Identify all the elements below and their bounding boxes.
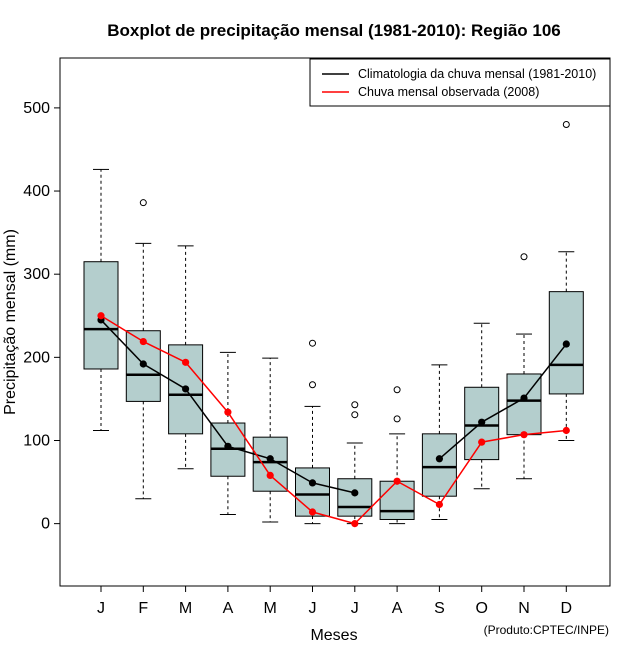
legend-label-observed: Chuva mensal observada (2008) (358, 85, 539, 99)
x-tick-label: O (475, 600, 487, 617)
y-tick-label: 200 (23, 349, 50, 366)
series-segment (312, 511, 355, 525)
series-observed (97, 312, 570, 528)
series-segment (481, 397, 525, 423)
series-segment (354, 480, 398, 525)
series-segment (269, 458, 313, 484)
series-segment (438, 421, 483, 460)
legend-box (309, 58, 611, 107)
series-point (478, 438, 486, 446)
box-iqr (337, 478, 373, 517)
box-5 (252, 357, 288, 523)
series-point (351, 520, 359, 528)
series-point (139, 360, 147, 368)
box-7 (337, 401, 373, 525)
series-segment (185, 361, 229, 413)
outlier-point (309, 339, 316, 347)
box-10 (464, 322, 500, 490)
series-segment (312, 482, 355, 494)
box-4 (210, 351, 246, 515)
series-point (224, 408, 232, 416)
series-segment (100, 315, 144, 343)
series-point (393, 477, 401, 485)
outlier-point (139, 199, 147, 207)
box-6 (295, 339, 330, 525)
series-segment (269, 474, 313, 513)
series-point (308, 508, 317, 516)
x-tick-label: A (223, 600, 234, 617)
box-8 (379, 386, 415, 525)
outlier-point (393, 386, 401, 394)
outlier-point (393, 415, 401, 423)
box-11 (506, 253, 542, 480)
x-tick-label: A (392, 600, 403, 617)
series-segment (142, 363, 186, 390)
series-point (478, 418, 486, 426)
series-point (351, 489, 359, 497)
x-tick-label: J (351, 600, 359, 617)
plot-area (83, 121, 584, 528)
series-point (435, 500, 443, 509)
series-point (266, 471, 274, 480)
product-credit: (Produto:CPTEC/INPE) (484, 623, 609, 637)
series-segment (481, 433, 525, 443)
series-segment (142, 340, 186, 364)
series-segment (184, 388, 229, 447)
x-tick-label: F (138, 600, 148, 617)
series-point (562, 426, 570, 435)
series-segment (523, 343, 567, 399)
y-axis: 0 100 200 300 400 500 (23, 100, 60, 533)
outlier-point (562, 121, 570, 129)
x-tick-label: N (518, 600, 530, 617)
series-point (435, 455, 443, 463)
series-segment (396, 480, 440, 506)
x-axis-label: Meses (310, 627, 357, 644)
series-segment (523, 429, 567, 436)
y-tick-label: 0 (41, 516, 50, 533)
series-point (520, 394, 528, 402)
series-climatology (97, 316, 570, 497)
box-1 (83, 168, 119, 432)
series-point (224, 442, 232, 450)
x-tick-label: J (97, 600, 105, 617)
y-tick-label: 300 (23, 266, 50, 283)
y-tick-label: 100 (23, 432, 50, 449)
legend-label-climatology: Climatologia da chuva mensal (1981-2010) (358, 67, 596, 81)
outlier-point (351, 401, 359, 409)
x-tick-label: D (561, 600, 573, 617)
x-tick-label: J (309, 600, 317, 617)
x-tick-label: M (264, 600, 277, 617)
series-segment (227, 411, 271, 476)
plot-frame (59, 57, 611, 587)
x-tick-label: M (179, 600, 192, 617)
outlier-point (351, 411, 359, 419)
x-tick-label: S (434, 600, 445, 617)
y-tick-label: 500 (23, 100, 50, 117)
series-point (266, 455, 274, 463)
legend: Climatologia da chuva mensal (1981-2010)… (309, 58, 611, 107)
y-axis-label: Precipitação mensal (mm) (2, 229, 19, 415)
series-point (139, 337, 147, 346)
box-iqr (252, 436, 288, 492)
chart-title: Boxplot de precipitação mensal (1981-201… (107, 21, 561, 40)
y-tick-label: 400 (23, 183, 50, 200)
box-12 (548, 121, 584, 441)
series-point (182, 358, 190, 366)
box-9 (421, 364, 457, 520)
outlier-point (520, 253, 528, 261)
series-point (562, 340, 570, 348)
series-segment (100, 319, 144, 365)
outlier-point (309, 381, 316, 389)
series-segment (227, 445, 271, 460)
series-point (308, 479, 317, 487)
series-segment (438, 441, 483, 505)
box-2 (125, 199, 161, 500)
series-point (182, 385, 190, 393)
series-point (97, 312, 105, 320)
series-point (520, 431, 528, 439)
box-3 (168, 245, 204, 470)
box-iqr (421, 433, 457, 497)
